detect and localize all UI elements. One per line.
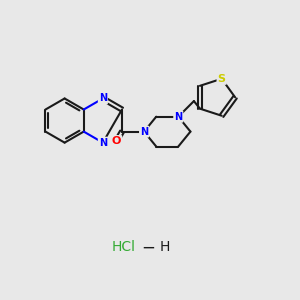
Text: N: N — [99, 138, 107, 148]
Text: N: N — [99, 94, 107, 103]
Text: −: − — [142, 238, 155, 256]
Text: N: N — [174, 112, 182, 122]
Text: HCl: HCl — [112, 240, 136, 254]
Text: N: N — [140, 127, 148, 136]
Text: O: O — [112, 136, 121, 146]
Text: S: S — [218, 74, 226, 84]
Text: H: H — [160, 240, 170, 254]
